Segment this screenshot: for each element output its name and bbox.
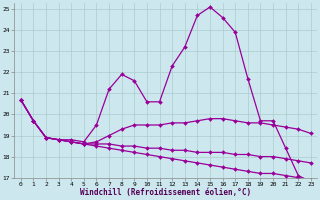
X-axis label: Windchill (Refroidissement éolien,°C): Windchill (Refroidissement éolien,°C) xyxy=(80,188,252,197)
